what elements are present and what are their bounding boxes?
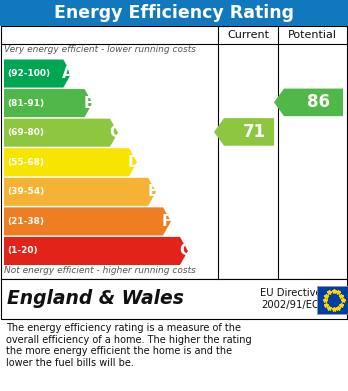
- Text: E: E: [147, 184, 158, 199]
- Text: Very energy efficient - lower running costs: Very energy efficient - lower running co…: [4, 45, 196, 54]
- Text: B: B: [84, 96, 95, 111]
- Text: 71: 71: [243, 123, 266, 141]
- Text: Not energy efficient - higher running costs: Not energy efficient - higher running co…: [4, 266, 196, 275]
- Text: F: F: [162, 214, 172, 229]
- Bar: [1, 279, 347, 319]
- Bar: [1, 26, 347, 279]
- Text: (92-100): (92-100): [7, 69, 50, 78]
- Polygon shape: [4, 178, 156, 206]
- Polygon shape: [4, 207, 171, 235]
- Polygon shape: [4, 89, 93, 117]
- Text: C: C: [109, 125, 120, 140]
- Text: (39-54): (39-54): [7, 187, 44, 196]
- Text: (81-91): (81-91): [7, 99, 44, 108]
- Polygon shape: [274, 89, 343, 116]
- Text: (21-38): (21-38): [7, 217, 44, 226]
- Text: England & Wales: England & Wales: [7, 289, 184, 308]
- Text: Potential: Potential: [288, 30, 337, 40]
- Text: Energy Efficiency Rating: Energy Efficiency Rating: [54, 4, 294, 22]
- Polygon shape: [4, 148, 137, 176]
- Text: (55-68): (55-68): [7, 158, 44, 167]
- Text: (69-80): (69-80): [7, 128, 44, 137]
- Text: EU Directive
2002/91/EC: EU Directive 2002/91/EC: [260, 288, 321, 310]
- Polygon shape: [4, 59, 71, 88]
- Text: 86: 86: [307, 93, 330, 111]
- Bar: [316, 286, 348, 314]
- Polygon shape: [4, 118, 118, 147]
- Text: A: A: [62, 66, 74, 81]
- Text: Current: Current: [227, 30, 269, 40]
- Text: G: G: [179, 244, 191, 258]
- Text: D: D: [128, 155, 141, 170]
- Text: (1-20): (1-20): [7, 246, 38, 255]
- Text: The energy efficiency rating is a measure of the
overall efficiency of a home. T: The energy efficiency rating is a measur…: [6, 323, 252, 368]
- Polygon shape: [214, 118, 274, 146]
- Polygon shape: [4, 237, 188, 265]
- Bar: [0, 0, 348, 26]
